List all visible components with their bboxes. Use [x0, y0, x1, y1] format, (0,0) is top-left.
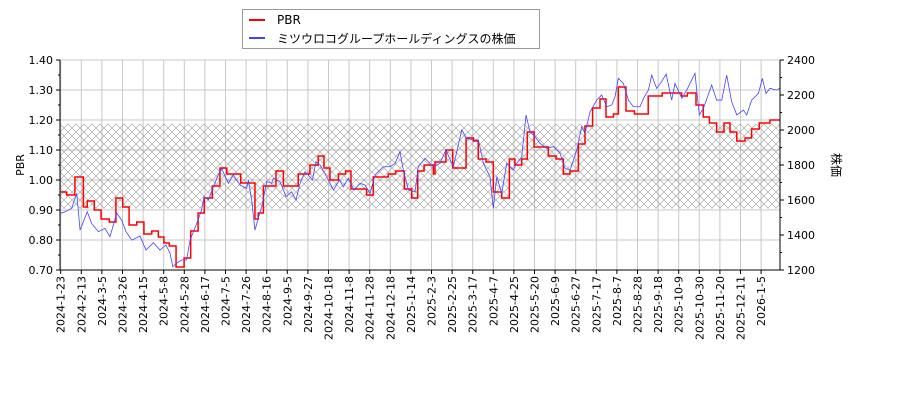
x-tick-label: 2025-10-9 — [673, 276, 686, 333]
x-tick-label: 2025-1-14 — [405, 276, 418, 333]
x-tick-label: 2025-2-3 — [426, 276, 439, 326]
y-tick-label-left: 0.70 — [29, 264, 54, 277]
x-tick-label: 2024-1-23 — [55, 276, 68, 333]
x-tick-label: 2024-3-26 — [117, 276, 130, 333]
x-tick-label: 2025-8-28 — [632, 276, 645, 333]
legend-swatch-pbr — [249, 19, 265, 21]
y-axis-label-right: 株価 — [829, 153, 844, 177]
legend-label-price: ミツウロコグループホールディングスの株価 — [277, 31, 516, 46]
y-tick-label-right: 1400 — [787, 229, 815, 242]
x-tick-label: 2026-1-5 — [755, 276, 768, 326]
axes: 0.70 0.80 0.90 1.00 1.10 1.20 1.30 1.40 1200 1400… — [29, 54, 816, 340]
x-tick-label: 2025-8-7 — [611, 276, 624, 326]
y-tick-label-right: 1600 — [787, 194, 815, 207]
x-tick-label: 2024-10-18 — [323, 276, 336, 340]
x-tick-label: 2024-7-5 — [220, 276, 233, 326]
y-tick-label-left: 1.20 — [29, 114, 54, 127]
series-layer — [60, 71, 780, 268]
x-tick-label: 2025-11-20 — [714, 276, 727, 340]
x-tick-label: 2024-6-17 — [199, 276, 212, 333]
y-tick-label-left: 0.90 — [29, 204, 54, 217]
x-tick-label: 2025-9-18 — [652, 276, 665, 333]
x-tick-label: 2025-3-17 — [467, 276, 480, 333]
legend-label-pbr: PBR — [277, 13, 301, 27]
pbr-range-band — [60, 123, 780, 209]
y-tick-label-right: 1200 — [787, 264, 815, 277]
x-tick-label: 2024-2-13 — [75, 276, 88, 333]
x-tick-label: 2025-6-9 — [549, 276, 562, 326]
x-tick-label: 2024-5-8 — [158, 276, 171, 326]
x-tick-label: 2025-6-27 — [570, 276, 583, 333]
x-tick-label: 2025-10-30 — [693, 276, 706, 340]
y-tick-label-right: 2200 — [787, 89, 815, 102]
x-tick-label: 2024-9-27 — [302, 276, 315, 333]
y-tick-label-left: 1.30 — [29, 84, 54, 97]
x-tick-label: 2025-12-11 — [735, 276, 748, 340]
y-axis-label-left: PBR — [14, 154, 27, 176]
y-tick-label-right: 2000 — [787, 124, 815, 137]
legend: PBR ミツウロコグループホールディングスの株価 — [242, 9, 540, 49]
x-tick-label: 2025-5-20 — [529, 276, 542, 333]
x-tick-label: 2025-2-25 — [446, 276, 459, 333]
x-tick-label: 2025-4-25 — [508, 276, 521, 333]
legend-item-pbr: PBR — [249, 12, 301, 28]
x-tick-label: 2025-4-7 — [487, 276, 500, 326]
x-tick-label: 2025-7-17 — [590, 276, 603, 333]
x-tick-label: 2024-11-28 — [364, 276, 377, 340]
x-tick-label: 2024-11-8 — [343, 276, 356, 333]
stock-price-line — [60, 71, 780, 268]
legend-swatch-price — [249, 37, 265, 39]
x-tick-label: 2024-12-18 — [384, 276, 397, 340]
y-tick-label-right: 2400 — [787, 54, 815, 67]
y-tick-label-left: 0.80 — [29, 234, 54, 247]
x-tick-label: 2024-8-16 — [261, 276, 274, 333]
y-tick-label-left: 1.10 — [29, 144, 54, 157]
x-tick-label: 2024-7-26 — [240, 276, 253, 333]
y-tick-label-right: 1800 — [787, 159, 815, 172]
y-tick-label-left: 1.40 — [29, 54, 54, 67]
legend-item-price: ミツウロコグループホールディングスの株価 — [249, 30, 515, 46]
pbr-line — [60, 86, 780, 268]
x-tick-label: 2024-5-28 — [178, 276, 191, 333]
x-tick-label: 2024-9-5 — [281, 276, 294, 326]
x-tick-label: 2024-4-15 — [137, 276, 150, 333]
y-tick-label-left: 1.00 — [29, 174, 54, 187]
x-tick-label: 2024-3-5 — [96, 276, 109, 326]
